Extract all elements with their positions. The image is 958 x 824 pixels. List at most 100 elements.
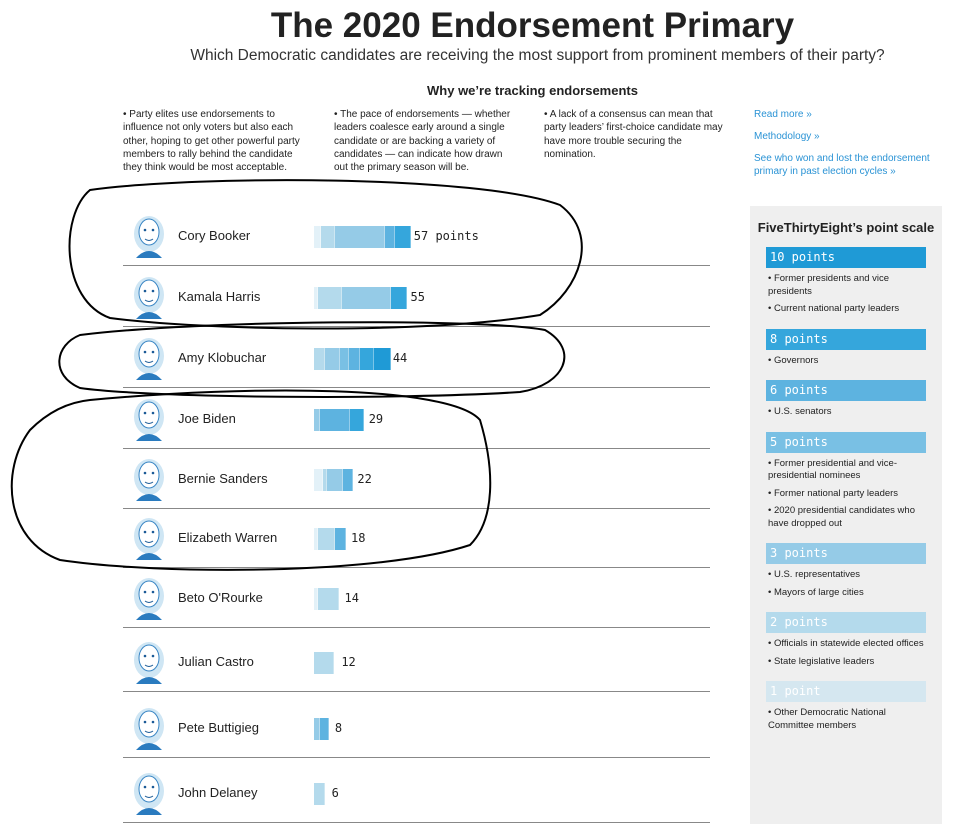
bar-segment-1pt (314, 588, 319, 610)
bar-segment-2pt (318, 528, 336, 550)
point-scale-panel: FiveThirtyEight’s point scale 10 points •… (750, 206, 942, 824)
tier-1: 1 point • Other Democratic National Commi… (766, 681, 926, 732)
bar-segment-2pt (314, 348, 325, 370)
bar-segment-6pt (349, 348, 360, 370)
tier-item: • U.S. representatives (768, 569, 861, 580)
candidate-row: Cory Booker 57 points (123, 206, 710, 266)
points-label: 12 (341, 655, 356, 669)
tier-header: 8 points (766, 328, 926, 350)
tier-2: 2 points • Officials in statewide elected… (766, 612, 926, 668)
candidate-portrait-icon (134, 459, 164, 501)
tier-item: • State legislative leaders (768, 655, 875, 667)
points-label: 55 (410, 290, 425, 304)
bar-segment-6pt (335, 528, 346, 550)
candidate-name: Amy Klobuchar (178, 350, 267, 365)
tier-item: • Governors (768, 354, 819, 366)
endorsement-bar (314, 588, 339, 610)
points-label: 18 (350, 531, 366, 545)
candidate-portrait-icon (134, 399, 164, 441)
candidate-name: John Delaney (178, 785, 258, 800)
bar-segment-3pt (335, 226, 385, 248)
bar-segment-2pt (318, 588, 339, 610)
links: Read more » Methodology » See who won an… (754, 108, 944, 187)
bar-segment-3pt (324, 348, 341, 370)
points-label: 22 (357, 472, 372, 486)
panel-title: FiveThirtyEight’s point scale (757, 220, 935, 235)
candidate-name: Beto O'Rourke (178, 590, 263, 605)
tier-item: • U.S. senators (768, 406, 832, 417)
points-label: 6 (331, 786, 339, 800)
candidate-portrait-icon (134, 708, 164, 750)
candidate-portrait-icon (134, 216, 164, 258)
bar-segment-2pt (318, 287, 342, 309)
endorsement-bar (314, 287, 407, 309)
points-label: 57 points (413, 229, 479, 243)
bar-segment-5pt (340, 348, 350, 370)
candidate-portrait-icon (134, 773, 164, 815)
bar-segment-3pt (327, 469, 343, 491)
candidate-portrait-icon (134, 338, 164, 380)
bar-segment-1pt (314, 226, 322, 248)
bar-segment-1pt (314, 469, 324, 491)
points-label: 14 (344, 591, 359, 605)
tier-header: 10 points (766, 247, 926, 268)
candidate-row: Kamala Harris 55 (123, 267, 710, 327)
candidate-row: Pete Buttigieg 8 (123, 698, 710, 758)
past-cycles-link[interactable]: See who won and lost the endorsement pri… (754, 153, 930, 177)
candidate-row: Amy Klobuchar 44 (123, 328, 710, 388)
candidate-row: John Delaney 6 (123, 763, 710, 823)
bar-segment-8pt (391, 287, 407, 309)
points-label: 44 (392, 351, 408, 365)
bar-segment-10pt (373, 348, 391, 370)
bar-segment-2pt (314, 652, 335, 674)
tier-8: 8 points • Governors (766, 328, 926, 368)
tier-item: • Former presidents and vice presidents (768, 273, 890, 297)
endorsement-bar (314, 226, 411, 248)
row-divider (123, 627, 710, 628)
why-column-1: • Party elites use endorsements to influ… (123, 109, 300, 174)
candidate-name: Bernie Sanders (178, 471, 268, 486)
tier-6: 6 points • U.S. senators (766, 380, 926, 419)
page-title: The 2020 Endorsement Primary (270, 6, 795, 45)
bar-segment-3pt (341, 287, 392, 309)
candidate-name: Julian Castro (178, 654, 254, 669)
tier-header: 1 point (766, 681, 926, 702)
row-divider (123, 265, 710, 266)
bar-segment-6pt (319, 409, 350, 431)
candidate-portrait-icon (134, 642, 164, 684)
candidate-row: Julian Castro 12 (123, 632, 710, 692)
tier-5: 5 points • Former presidential and vice-p… (766, 431, 926, 531)
tier-10: 10 points • Former presidents and vice pr… (766, 247, 926, 316)
tier-header: 2 points (766, 612, 926, 633)
row-divider (123, 326, 710, 327)
bar-segment-8pt (359, 348, 374, 370)
row-divider (123, 691, 710, 692)
methodology-link[interactable]: Methodology » (754, 131, 820, 142)
points-label: 8 (334, 721, 343, 735)
candidate-row: Beto O'Rourke 14 (123, 568, 710, 628)
page-subtitle: Which Democratic candidates are receivin… (190, 47, 885, 64)
tier-item: • Former presidential and vice-president… (768, 457, 897, 482)
bar-segment-6pt (342, 469, 354, 491)
tier-item: • Officials in statewide elected offices (768, 638, 924, 649)
endorsement-bar (314, 783, 325, 805)
candidate-portrait-icon (134, 518, 164, 560)
candidate-name: Cory Booker (178, 228, 251, 243)
points-label: 29 (368, 412, 384, 426)
tier-3: 3 points • U.S. representatives • Mayors o… (766, 543, 926, 599)
read-more-link[interactable]: Read more » (754, 109, 812, 120)
candidate-row: Elizabeth Warren 18 (123, 508, 710, 568)
tier-item: • Current national party leaders (768, 303, 900, 314)
candidate-row: Bernie Sanders 22 (123, 449, 710, 509)
tier-header: 6 points (766, 380, 926, 401)
endorsement-bar (314, 348, 391, 370)
endorsement-bar (314, 652, 335, 674)
candidate-name: Kamala Harris (178, 289, 261, 304)
bar-segment-8pt (349, 409, 364, 431)
row-divider (123, 387, 710, 388)
bar-segment-2pt (321, 226, 336, 248)
row-divider (123, 757, 710, 758)
candidate-name: Pete Buttigieg (178, 720, 259, 735)
bar-segment-8pt (395, 226, 411, 248)
